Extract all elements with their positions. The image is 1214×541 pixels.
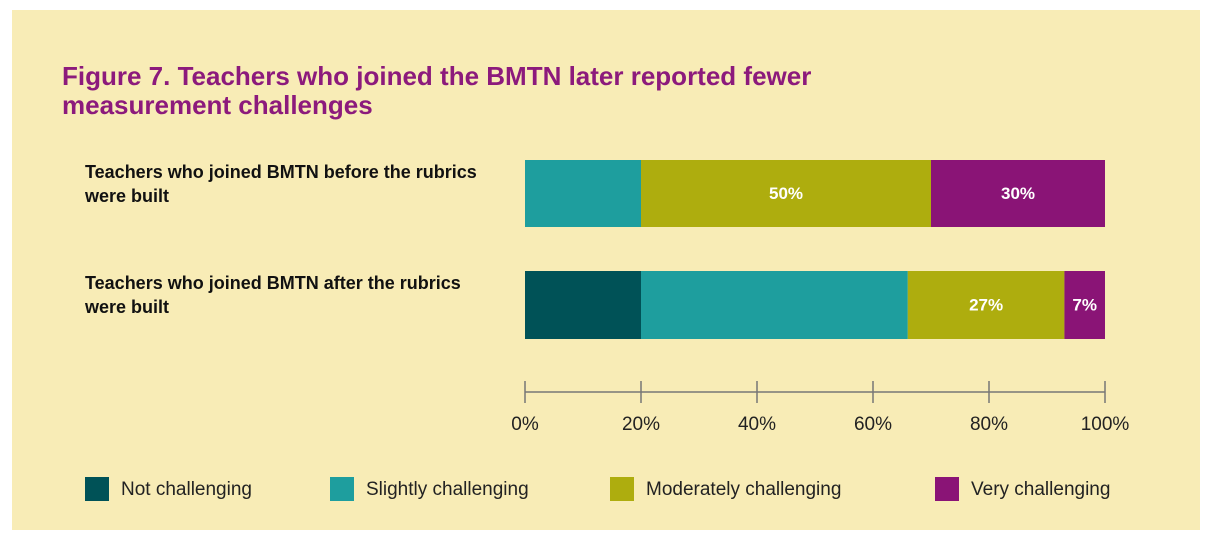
- legend-label: Not challenging: [121, 479, 252, 500]
- legend-swatch: [85, 477, 109, 501]
- bar-segment: [1064, 271, 1105, 339]
- data-label: 7%: [1072, 295, 1097, 314]
- x-tick-label: 40%: [738, 414, 776, 435]
- x-tick-label: 20%: [622, 414, 660, 435]
- legend-swatch: [330, 477, 354, 501]
- chart-title: Figure 7. Teachers who joined the BMTN l…: [62, 61, 812, 120]
- category-label: Teachers who joined BMTN before the rubr…: [85, 162, 477, 206]
- bar-segment: [525, 271, 641, 339]
- x-tick-label: 100%: [1081, 414, 1130, 435]
- legend-swatch: [935, 477, 959, 501]
- bar-segment: [907, 271, 1065, 339]
- legend-label: Moderately challenging: [646, 479, 841, 500]
- data-label: 27%: [969, 295, 1003, 314]
- bar-segment: [931, 160, 1105, 227]
- x-tick-label: 60%: [854, 414, 892, 435]
- category-label: Teachers who joined BMTN after the rubri…: [85, 273, 461, 317]
- bar-segment: [525, 160, 641, 227]
- panel: [12, 10, 1200, 530]
- legend-swatch: [610, 477, 634, 501]
- data-label: 50%: [769, 184, 803, 203]
- bar-segment: [641, 160, 931, 227]
- x-tick-label: 0%: [511, 414, 539, 435]
- x-tick-label: 80%: [970, 414, 1008, 435]
- legend-label: Slightly challenging: [366, 479, 529, 500]
- bar-segment: [641, 271, 908, 339]
- legend-label: Very challenging: [971, 479, 1110, 500]
- data-label: 30%: [1001, 184, 1035, 203]
